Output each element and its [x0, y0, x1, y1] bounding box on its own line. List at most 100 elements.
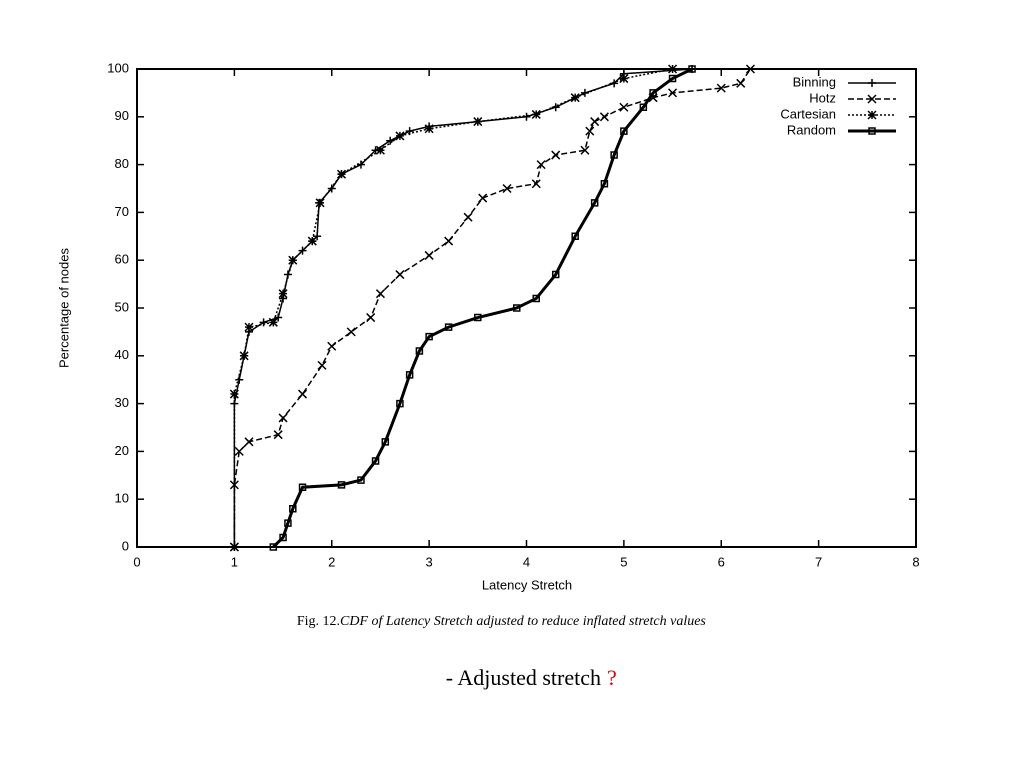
marker	[668, 64, 678, 74]
marker	[867, 94, 877, 104]
marker	[474, 313, 482, 322]
marker	[274, 313, 283, 322]
marker	[375, 145, 385, 155]
marker	[234, 446, 244, 456]
marker	[298, 389, 308, 399]
marker	[315, 198, 325, 208]
y-tick-label: 40	[115, 347, 129, 362]
x-tick-label: 5	[620, 554, 627, 569]
marker	[357, 476, 365, 484]
marker	[868, 127, 876, 135]
series-line	[233, 68, 673, 547]
y-tick-label: 30	[115, 395, 129, 410]
marker	[307, 236, 317, 246]
marker	[235, 375, 244, 384]
marker	[313, 232, 322, 241]
marker	[610, 151, 618, 159]
marker	[317, 360, 327, 370]
marker	[531, 109, 541, 119]
y-tick-label: 100	[107, 60, 129, 75]
legend-label: Cartesian	[780, 106, 836, 121]
marker	[571, 232, 579, 241]
marker	[600, 179, 609, 188]
marker	[273, 430, 283, 440]
x-tick-label: 4	[523, 554, 530, 569]
marker	[599, 112, 609, 122]
y-tick-label: 50	[115, 299, 129, 314]
marker	[229, 389, 239, 399]
marker	[551, 270, 560, 279]
marker	[649, 89, 657, 97]
marker	[868, 79, 876, 87]
marker	[395, 270, 405, 280]
marker	[336, 169, 347, 179]
x-tick-label: 7	[815, 554, 822, 569]
marker	[366, 313, 376, 323]
marker	[867, 110, 877, 120]
marker	[269, 543, 278, 551]
marker	[463, 212, 473, 222]
marker	[346, 327, 356, 337]
marker	[736, 78, 746, 88]
series-line	[233, 68, 752, 547]
marker	[337, 481, 346, 489]
marker	[381, 438, 390, 446]
marker	[425, 332, 433, 341]
marker	[327, 184, 336, 193]
marker	[590, 199, 599, 207]
marker	[288, 255, 298, 265]
marker	[284, 519, 292, 527]
y-tick-label: 10	[115, 491, 129, 506]
x-tick-label: 8	[912, 554, 919, 569]
marker	[619, 74, 629, 84]
series-line	[272, 67, 693, 549]
marker	[668, 74, 677, 83]
caption-text: CDF of Latency Stretch adjusted to reduc…	[340, 614, 706, 629]
marker	[473, 117, 483, 127]
legend-label: Random	[787, 122, 836, 137]
marker	[239, 351, 249, 361]
marker	[268, 317, 278, 327]
marker	[444, 323, 453, 331]
marker	[502, 183, 512, 194]
caption-label: Fig. 12.	[297, 614, 340, 629]
series-line	[233, 68, 693, 547]
marker	[396, 399, 404, 408]
marker	[279, 533, 287, 542]
legend-label: Hotz	[809, 90, 836, 105]
marker	[745, 64, 755, 74]
marker	[229, 542, 239, 552]
marker	[551, 150, 561, 160]
marker	[513, 304, 521, 312]
marker	[532, 294, 540, 303]
x-tick-label: 3	[426, 554, 433, 569]
marker	[478, 193, 488, 203]
marker	[424, 124, 434, 134]
marker	[244, 322, 254, 332]
marker	[278, 289, 288, 299]
marker	[716, 83, 726, 93]
marker	[570, 93, 580, 103]
marker	[444, 236, 454, 246]
marker	[522, 112, 531, 121]
marker	[424, 250, 434, 260]
legend-label: Binning	[793, 74, 836, 89]
y-tick-label: 0	[122, 538, 129, 553]
marker	[585, 126, 595, 136]
marker	[536, 160, 546, 170]
marker	[395, 131, 405, 141]
marker	[619, 102, 629, 112]
marker	[688, 65, 696, 73]
y-tick-label: 80	[115, 156, 129, 171]
y-tick-label: 20	[115, 443, 129, 458]
marker	[639, 103, 648, 111]
marker	[371, 457, 380, 465]
marker	[244, 437, 254, 447]
marker	[405, 371, 414, 379]
marker	[386, 136, 395, 145]
marker	[229, 480, 239, 490]
y-axis-label: Percentage of nodes	[56, 248, 71, 368]
x-tick-label: 0	[133, 554, 140, 569]
marker	[327, 341, 337, 351]
